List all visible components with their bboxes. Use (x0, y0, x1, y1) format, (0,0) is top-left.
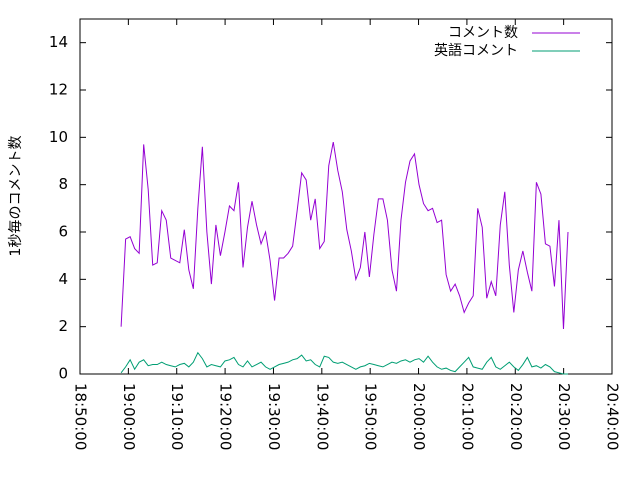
x-tick-label: 20:20:00 (507, 383, 525, 450)
y-tick-label: 8 (58, 175, 68, 193)
x-tick-label: 19:00:00 (120, 383, 138, 450)
x-tick-label: 20:40:00 (604, 383, 622, 450)
x-tick-label: 19:40:00 (313, 383, 331, 450)
x-tick-label: 20:10:00 (458, 383, 476, 450)
x-tick-label: 19:50:00 (362, 383, 380, 450)
x-tick-label: 20:00:00 (410, 383, 428, 450)
y-tick-label: 10 (49, 128, 68, 146)
x-tick-label: 19:10:00 (168, 383, 186, 450)
x-tick-label: 18:50:00 (72, 383, 90, 450)
y-axis-label: 1秒毎のコメント数 (8, 136, 24, 257)
legend-label: コメント数 (448, 25, 518, 41)
x-tick-label: 20:30:00 (555, 383, 573, 450)
legend-label: 英語コメント (434, 42, 518, 59)
series-line (120, 141, 569, 330)
y-tick-label: 0 (58, 365, 68, 383)
y-tick-label: 4 (58, 270, 68, 288)
plot-frame (79, 18, 613, 375)
series-line (120, 351, 568, 375)
x-tick-label: 19:20:00 (217, 383, 235, 450)
y-tick-label: 2 (58, 317, 68, 335)
y-tick-label: 6 (58, 223, 68, 241)
y-tick-label: 14 (49, 33, 68, 51)
x-tick-label: 19:30:00 (265, 383, 283, 450)
y-tick-label: 12 (49, 81, 68, 99)
